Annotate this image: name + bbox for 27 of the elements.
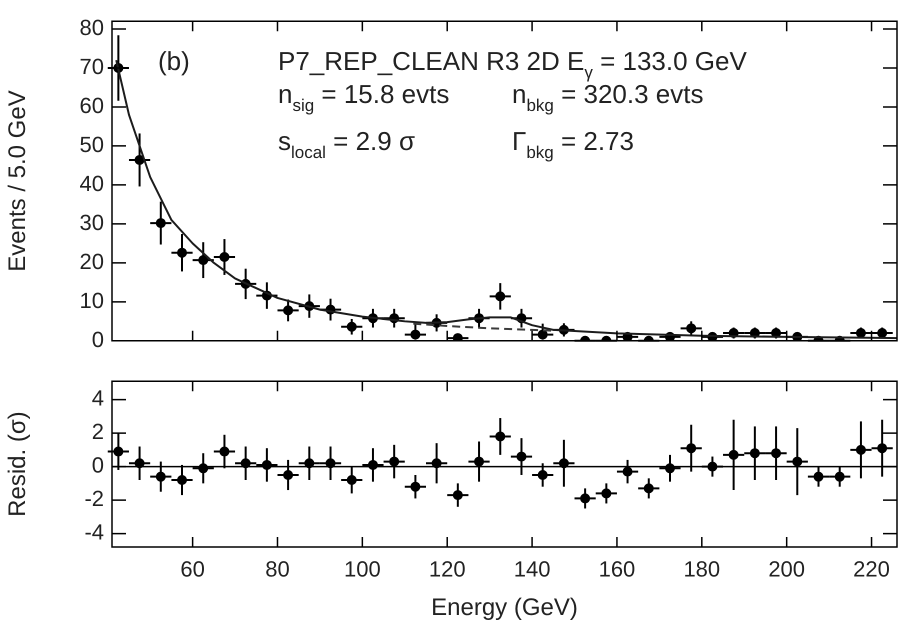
- y-tick-label: 70: [80, 54, 104, 80]
- y-tick-label: 60: [80, 93, 104, 118]
- y-tick-label: 4: [92, 386, 104, 411]
- y-tick-label: 10: [80, 288, 104, 313]
- x-tick-label: 180: [683, 556, 720, 582]
- x-tick-label: 120: [428, 556, 466, 582]
- y-tick-label: 80: [80, 15, 104, 40]
- x-tick-label: 160: [598, 556, 636, 582]
- y-axis-title: Resid. (σ): [4, 411, 32, 517]
- y-tick-label: 50: [80, 132, 104, 157]
- annotation: (b): [158, 46, 190, 76]
- x-tick-label: 200: [768, 556, 806, 582]
- y-tick-label: 0: [92, 326, 104, 352]
- y-tick-label: 20: [80, 248, 104, 274]
- y-tick-label: 30: [80, 210, 104, 235]
- y-tick-label: 40: [80, 170, 104, 196]
- x-tick-label: 100: [344, 556, 381, 582]
- x-tick-label: 140: [514, 556, 550, 582]
- y-tick-label: -4: [84, 520, 104, 545]
- x-axis-title: Energy (GeV): [431, 594, 578, 622]
- x-tick-label: 80: [265, 556, 290, 582]
- y-tick-label: 0: [92, 452, 104, 478]
- y-tick-label: 2: [92, 419, 104, 444]
- y-axis-title: Events / 5.0 GeV: [4, 90, 32, 272]
- x-tick-label: 220: [853, 556, 890, 582]
- y-tick-label: -2: [84, 486, 104, 512]
- x-tick-label: 60: [180, 556, 205, 582]
